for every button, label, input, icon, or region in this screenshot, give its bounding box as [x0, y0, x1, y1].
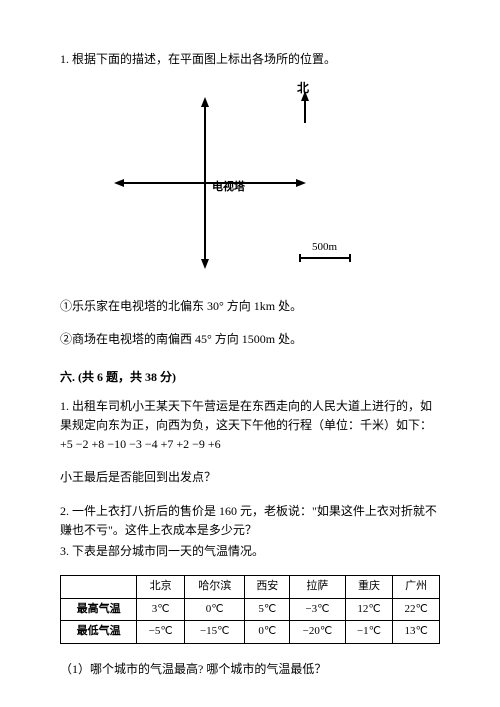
table-row: 最高气温 3℃ 0℃ 5℃ −3℃ 12℃ 22℃ — [61, 598, 440, 621]
cell: −5℃ — [137, 621, 185, 644]
s6-p1a: 1. 出租车司机小王某天下午营运是在东西走向的人民大道上进行的，如果规定向东为正… — [60, 397, 440, 455]
city-col: 重庆 — [345, 576, 393, 599]
city-col: 广州 — [393, 576, 440, 599]
cell: −1℃ — [345, 621, 393, 644]
center-label: 电视塔 — [212, 179, 245, 197]
table-corner — [61, 576, 137, 599]
cell: −3℃ — [290, 598, 346, 621]
q1-stem: 1. 根据下面的描述，在平面图上标出各场所的位置。 — [60, 50, 440, 69]
cell: 12℃ — [345, 598, 393, 621]
s6-p3: 3. 下表是部分城市同一天的气温情况。 — [60, 542, 440, 561]
s6-p3-sub1: （1）哪个城市的气温最高? 哪个城市的气温最低？ — [60, 660, 440, 679]
table-row: 最低气温 −5℃ −15℃ 0℃ −20℃ −1℃ 13℃ — [61, 621, 440, 644]
s6-p1b: 小王最后是否能回到出发点？ — [60, 468, 440, 487]
temperature-table: 北京 哈尔滨 西安 拉萨 重庆 广州 最高气温 3℃ 0℃ 5℃ −3℃ 12℃… — [60, 575, 440, 644]
cell: −15℃ — [184, 621, 245, 644]
city-col: 哈尔滨 — [184, 576, 245, 599]
city-col: 北京 — [137, 576, 185, 599]
cell: 22℃ — [393, 598, 440, 621]
city-col: 拉萨 — [290, 576, 346, 599]
cell: 13℃ — [393, 621, 440, 644]
row-label-high: 最高气温 — [61, 598, 137, 621]
cell: 3℃ — [137, 598, 185, 621]
cell: 0℃ — [184, 598, 245, 621]
row-label-low: 最低气温 — [61, 621, 137, 644]
cell: −20℃ — [290, 621, 346, 644]
scale-label: 500m — [312, 239, 337, 257]
coordinate-diagram: 北 电视塔 500m — [90, 83, 390, 283]
q1-sub1: ①乐乐家在电视塔的北偏东 30° 方向 1km 处。 — [60, 297, 440, 316]
cell: 5℃ — [245, 598, 290, 621]
cell: 0℃ — [245, 621, 290, 644]
section6-title: 六. (共 6 题，共 38 分) — [60, 368, 440, 387]
city-col: 西安 — [245, 576, 290, 599]
table-row: 北京 哈尔滨 西安 拉萨 重庆 广州 — [61, 576, 440, 599]
s6-p2: 2. 一件上衣打八折后的售价是 160 元，老板说："如果这件上衣对折就不赚也不… — [60, 502, 440, 540]
north-label: 北 — [297, 79, 309, 98]
q1-sub2: ②商场在电视塔的南偏西 45° 方向 1500m 处。 — [60, 330, 440, 349]
